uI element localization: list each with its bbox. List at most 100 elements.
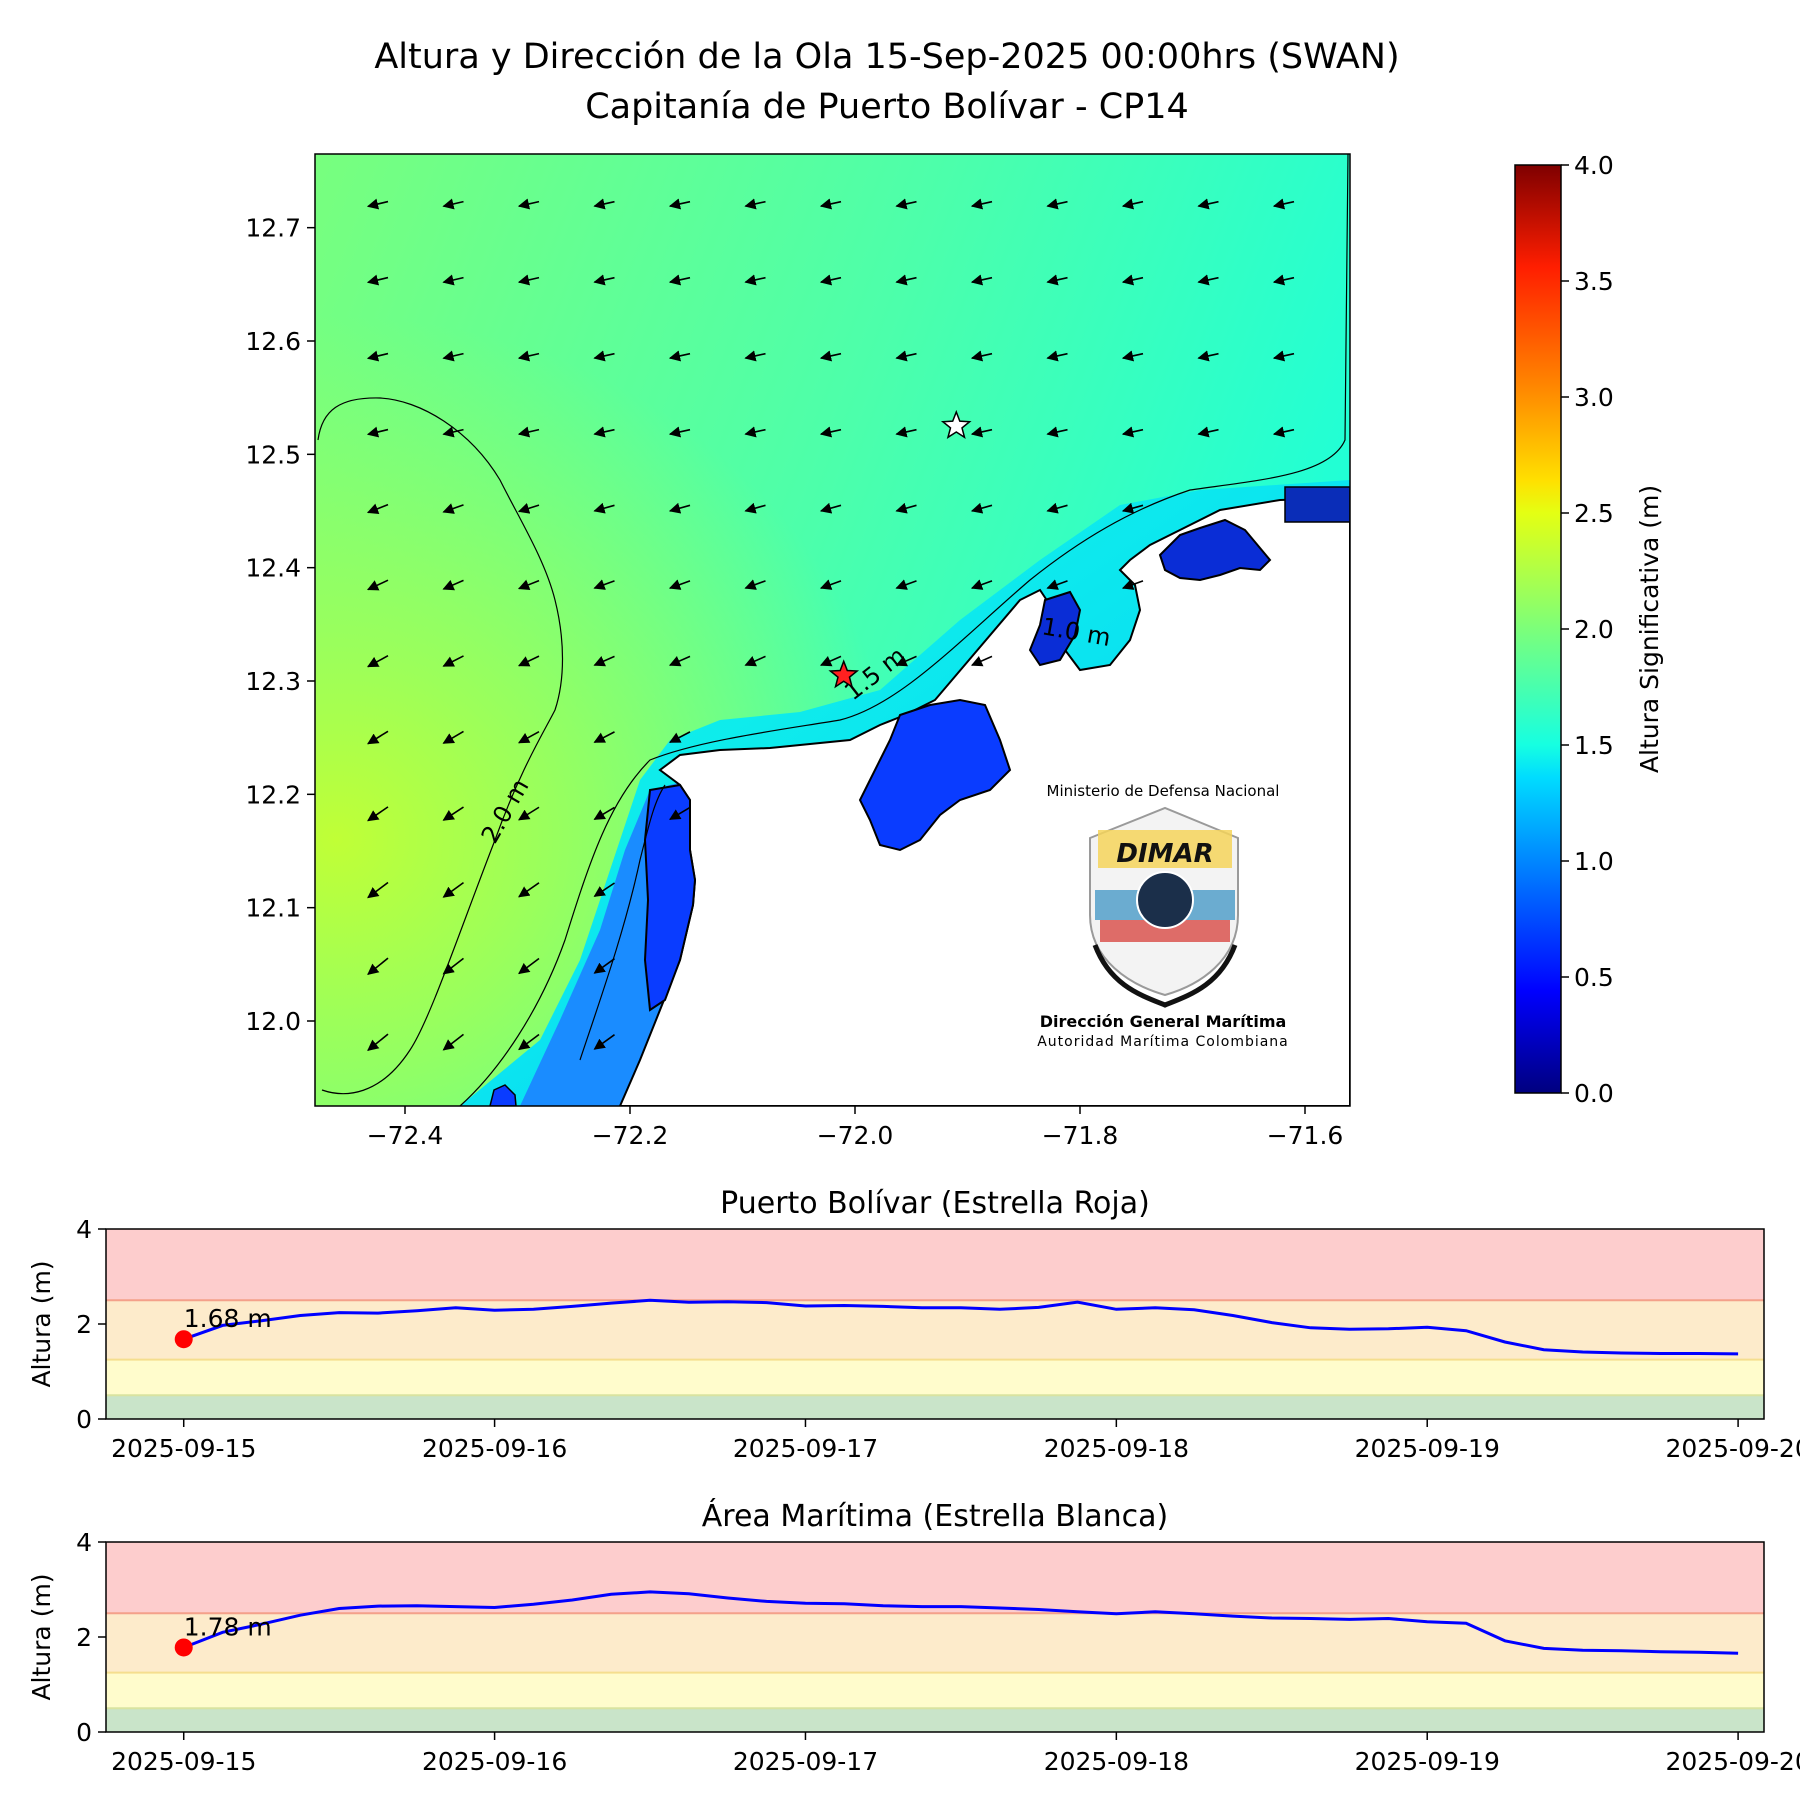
wave-arrow [442,426,464,438]
current-value-label: 1.68 m [184,1304,272,1333]
timeseries-xtick-label: 2025-09-17 [733,1747,878,1776]
wave-arrow [895,502,917,514]
timeseries-ytick-label: 2 [76,1310,92,1339]
contour-line-1p5m [459,154,1349,1106]
current-value-label: 1.78 m [184,1612,272,1641]
wave-arrow [593,579,615,590]
wave-arrow [1121,426,1144,438]
colorbar-gradient [1514,164,1562,1094]
colorbar-tick-label: 4.0 [1574,151,1614,180]
map-ytick-label: 12.0 [245,1007,301,1036]
wave-arrow [518,1033,540,1051]
figure-title-line1: Altura y Dirección de la Ola 15-Sep-2025… [374,37,1399,77]
alert-band [106,1229,1764,1301]
timeseries-ytick-label: 0 [76,1718,92,1747]
wave-arrow [1121,579,1144,590]
wave-arrow [517,350,540,362]
map-frame [314,153,1351,1107]
wave-arrow [1121,274,1144,286]
lagoon-bottom [489,1084,517,1106]
lagoon-east [1028,590,1082,667]
wave-arrow [668,350,691,362]
wave-arrow [1046,426,1068,438]
wave-arrow [668,655,691,667]
timeseries-xtick-label: 2025-09-16 [422,1747,567,1776]
wave-arrow [442,579,464,591]
colorbar-label: Altura Significativa (m) [1635,485,1664,773]
wave-arrow [1121,502,1144,514]
wave-arrow [366,503,389,515]
white-star-marker [940,409,972,439]
red-star-marker [828,659,860,689]
wave-arrow [367,655,389,668]
map-ytick-label: 12.6 [245,327,301,356]
wave-arrow [366,426,389,438]
logo-anchor [1092,944,1238,1008]
logo-emblem [1136,871,1194,929]
colorbar-tick-label: 2.5 [1574,499,1614,528]
figure-title-line2: Capitanía de Puerto Bolívar - CP14 [585,87,1189,127]
wave-arrow [895,655,917,667]
wave-arrow [744,579,766,590]
timeseries-ylabel: Altura (m) [27,1260,56,1387]
wave-arrow [1046,274,1068,286]
wave-arrow [518,957,540,975]
colorbar-tick-label: 1.0 [1574,847,1614,876]
wave-arrow [518,882,540,898]
timeseries-title: Puerto Bolívar (Estrella Roja) [720,1186,1150,1221]
wave-arrow [1272,274,1295,286]
timeseries-area-maritima: Área Marítima (Estrella Blanca) 1.78 m 202… [27,1498,1800,1776]
timeseries-ytick-label: 4 [76,1528,92,1557]
logo-brand-text: DIMAR [1116,839,1213,869]
wave-arrow [668,198,691,210]
wave-direction-arrows [366,198,1295,1051]
wave-arrow [895,274,917,286]
wave-arrow [593,274,615,286]
colorbar: 0.0 0.5 1.0 1.5 2.0 2.5 3.0 3.5 4.0 Altura Signi… [1514,151,1664,1108]
wave-arrow [593,426,615,438]
wave-arrow [669,731,691,743]
wave-arrow [442,957,464,975]
wave-arrow [593,198,615,210]
wave-arrow [1197,198,1219,210]
map-ytick-label: 12.4 [245,554,301,583]
timeseries-ytick-label: 4 [76,1215,92,1244]
wave-arrow [895,426,917,438]
wave-arrow [895,198,917,210]
map-xtick-label: −72.4 [367,1121,444,1150]
wave-arrow [819,655,842,667]
wave-arrow [366,579,389,591]
logo-subtitle-text: Autoridad Marítima Colombiana [1037,1034,1289,1050]
wave-arrow [744,502,766,514]
wave-arrow [895,350,917,362]
wave-arrow [367,1033,389,1051]
timeseries-xtick-label: 2025-09-20 [1665,1434,1800,1463]
wave-arrow [366,274,389,286]
alert-band [106,1542,1764,1614]
timeseries-ylabel: Altura (m) [27,1573,56,1700]
wave-arrow [517,655,540,667]
wave-arrow [442,198,464,210]
timeseries-xtick-label: 2025-09-18 [1044,1747,1189,1776]
wave-arrow [744,198,766,210]
lagoon-northeast-block [1284,486,1350,523]
wave-height-line [183,1298,1739,1356]
wave-arrow [1046,502,1068,514]
timeseries-xtick-label: 2025-09-20 [1665,1747,1800,1776]
wave-arrow [1272,350,1295,362]
timeseries-xtick-label: 2025-09-19 [1355,1747,1500,1776]
colorbar-tick-label: 3.5 [1574,267,1614,296]
alert-band [106,1708,1764,1732]
wave-arrow [668,426,691,438]
wave-arrow [442,1033,464,1051]
wave-arrow [1046,350,1068,362]
wave-arrow [970,579,993,590]
wave-arrow [970,274,993,286]
wave-arrow [442,503,464,514]
wave-height-line [183,1590,1739,1655]
wave-arrow [1272,426,1295,438]
timeseries-title: Área Marítima (Estrella Blanca) [702,1498,1168,1534]
wave-arrow [593,882,615,897]
alert-band [106,1672,1764,1709]
wave-arrow [1046,198,1068,210]
